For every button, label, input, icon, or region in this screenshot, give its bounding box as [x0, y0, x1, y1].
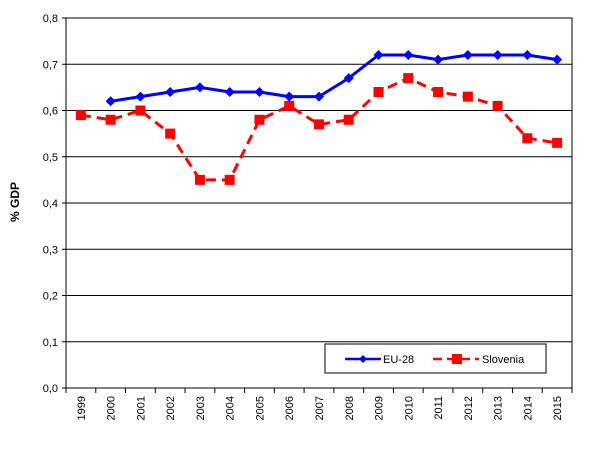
- data-point: [522, 133, 533, 144]
- x-tick-label: 2006: [284, 396, 296, 420]
- x-tick-label: 2004: [225, 396, 237, 420]
- data-point: [224, 174, 235, 185]
- tick-labels: 0,0 0,1 0,2 0,3 0,4 0,5 0,6 0,7 0,8 1999 2000 2001 2…: [43, 13, 564, 420]
- axes: [62, 17, 573, 393]
- x-tick-label: 2001: [135, 396, 147, 420]
- data-point: [433, 87, 444, 97]
- y-tick-label: 0,4: [43, 198, 58, 210]
- series-line: [110, 53, 558, 103]
- x-tick-label: 2012: [463, 396, 475, 420]
- x-tick-label: 2003: [195, 396, 207, 420]
- series: [75, 50, 563, 185]
- x-tick-label: 2002: [165, 396, 177, 420]
- legend-marker-slovenia: [452, 354, 462, 364]
- data-point: [492, 50, 503, 60]
- data-point: [254, 87, 265, 97]
- data-point: [373, 50, 384, 60]
- data-point: [194, 82, 205, 93]
- data-point: [224, 87, 235, 97]
- legend-marker-eu28: [359, 355, 367, 363]
- data-point: [462, 50, 473, 60]
- y-tick-label: 0,6: [43, 106, 58, 118]
- data-point: [343, 114, 354, 125]
- y-tick-label: 0,3: [43, 244, 58, 256]
- y-tick-label: 0,5: [43, 152, 58, 164]
- y-axis-title: % GDP: [8, 182, 22, 222]
- y-tick-label: 0,0: [43, 383, 58, 395]
- data-point: [194, 174, 205, 185]
- data-point: [462, 91, 473, 102]
- data-point: [165, 87, 176, 97]
- data-point: [135, 91, 146, 102]
- data-point: [105, 114, 116, 125]
- x-tick-label: 2008: [344, 396, 356, 420]
- y-tick-label: 0,1: [43, 337, 58, 349]
- data-point: [314, 119, 324, 130]
- data-point: [492, 100, 503, 111]
- data-point: [522, 50, 533, 60]
- legend-label-eu28: EU-28: [383, 354, 414, 366]
- x-tick-label: 2009: [374, 396, 386, 420]
- x-tick-label: 2010: [403, 396, 415, 420]
- x-tick-label: 2011: [433, 396, 445, 420]
- y-tick-label: 0,7: [43, 59, 58, 71]
- legend-label-slovenia: Slovenia: [482, 354, 525, 366]
- y-tick-label: 0,8: [43, 13, 58, 25]
- data-point: [552, 137, 563, 148]
- data-point: [403, 50, 414, 60]
- data-point: [75, 110, 86, 121]
- data-point: [135, 105, 146, 116]
- x-tick-label: 1999: [76, 396, 88, 420]
- data-point: [284, 91, 295, 102]
- series-line: [80, 76, 558, 182]
- data-point: [433, 54, 444, 65]
- y-tick-label: 0,2: [43, 291, 58, 303]
- legend: EU-28 Slovenia: [324, 343, 547, 374]
- x-tick-label: 2005: [254, 396, 266, 420]
- data-point: [284, 100, 295, 111]
- x-tick-label: 2015: [552, 396, 564, 420]
- data-point: [314, 91, 324, 102]
- data-point: [105, 96, 116, 107]
- x-tick-label: 2013: [493, 396, 505, 420]
- data-point: [343, 73, 354, 84]
- x-tick-label: 2000: [106, 396, 118, 420]
- data-point: [254, 114, 265, 125]
- x-tick-label: 2014: [522, 396, 534, 420]
- data-point: [552, 54, 563, 65]
- data-point: [165, 128, 176, 139]
- data-point: [373, 87, 384, 97]
- x-tick-label: 2007: [314, 396, 326, 420]
- data-point: [403, 73, 414, 84]
- gridlines: [66, 63, 572, 343]
